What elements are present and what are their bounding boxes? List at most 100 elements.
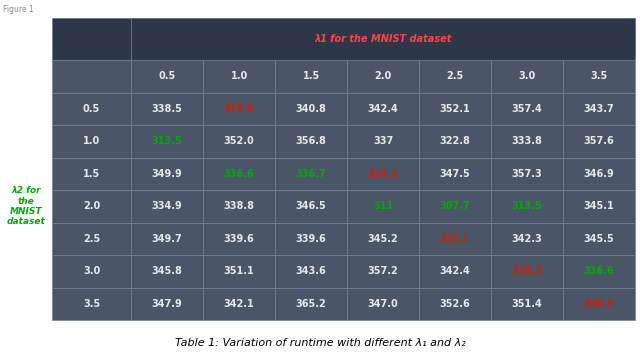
Bar <box>419 158 491 190</box>
Text: 307.7: 307.7 <box>440 201 470 211</box>
Text: 356.8: 356.8 <box>296 136 326 146</box>
Text: 357.3: 357.3 <box>511 169 543 179</box>
Bar <box>203 223 275 255</box>
Text: 345.8: 345.8 <box>152 266 182 276</box>
Bar <box>52 190 131 223</box>
Bar <box>491 18 563 60</box>
Bar <box>563 93 635 125</box>
Text: 357.4: 357.4 <box>511 104 543 114</box>
Text: 349.9: 349.9 <box>152 169 182 179</box>
Text: 343.6: 343.6 <box>296 266 326 276</box>
Text: 2.5: 2.5 <box>447 72 464 82</box>
Text: 339.6: 339.6 <box>224 234 255 244</box>
Bar <box>563 60 635 93</box>
Bar <box>419 125 491 158</box>
Text: 346.9: 346.9 <box>584 169 614 179</box>
Bar <box>491 125 563 158</box>
Text: λ2 for
the
MNIST
dataset: λ2 for the MNIST dataset <box>6 186 45 227</box>
Bar <box>419 287 491 320</box>
Text: 1.5: 1.5 <box>303 72 320 82</box>
Bar <box>491 158 563 190</box>
Bar <box>491 223 563 255</box>
Bar <box>52 60 131 93</box>
Bar <box>563 18 635 60</box>
Bar <box>275 255 347 287</box>
Text: 3.5: 3.5 <box>83 299 100 309</box>
Bar <box>491 287 563 320</box>
Bar <box>203 158 275 190</box>
Bar <box>347 60 419 93</box>
Text: 313.5: 313.5 <box>511 201 543 211</box>
Bar <box>275 125 347 158</box>
Bar <box>131 287 203 320</box>
Bar <box>203 60 275 93</box>
Bar <box>347 190 419 223</box>
Bar <box>52 223 131 255</box>
Bar <box>347 125 419 158</box>
Bar <box>275 60 347 93</box>
Bar <box>491 190 563 223</box>
Text: 336.7: 336.7 <box>296 169 326 179</box>
Text: 338.5: 338.5 <box>584 299 614 309</box>
Bar <box>131 190 203 223</box>
Text: 1.0: 1.0 <box>83 136 100 146</box>
Bar <box>419 18 491 60</box>
Text: 2.0: 2.0 <box>374 72 392 82</box>
Text: 313.5: 313.5 <box>152 136 182 146</box>
Text: 345.1: 345.1 <box>584 201 614 211</box>
Bar <box>347 93 419 125</box>
Text: 357.2: 357.2 <box>368 266 399 276</box>
Bar <box>563 223 635 255</box>
Text: 334.9: 334.9 <box>152 201 182 211</box>
Text: 339.6: 339.6 <box>296 234 326 244</box>
Text: 342.4: 342.4 <box>368 104 399 114</box>
Text: 352.1: 352.1 <box>440 104 470 114</box>
Bar <box>275 18 347 60</box>
Bar <box>491 255 563 287</box>
Bar <box>52 125 131 158</box>
Bar <box>131 93 203 125</box>
Bar <box>563 158 635 190</box>
Text: 352.6: 352.6 <box>440 299 470 309</box>
Text: 331.1: 331.1 <box>440 234 470 244</box>
Text: 0.5: 0.5 <box>83 104 100 114</box>
Text: 342.4: 342.4 <box>440 266 470 276</box>
Text: 343.7: 343.7 <box>584 104 614 114</box>
Bar <box>275 93 347 125</box>
Bar <box>347 158 419 190</box>
Bar <box>419 255 491 287</box>
Bar <box>203 125 275 158</box>
Text: 3.0: 3.0 <box>518 72 536 82</box>
Bar <box>131 125 203 158</box>
Bar <box>52 255 131 287</box>
Text: 311: 311 <box>373 201 393 211</box>
Bar <box>131 18 203 60</box>
Bar <box>203 255 275 287</box>
Text: 340.8: 340.8 <box>296 104 326 114</box>
Text: 357.6: 357.6 <box>584 136 614 146</box>
Text: λ1 for the MNIST dataset: λ1 for the MNIST dataset <box>314 34 452 44</box>
Text: 342.1: 342.1 <box>224 299 255 309</box>
Bar <box>563 125 635 158</box>
Text: Figure 1: Figure 1 <box>3 5 34 14</box>
Bar <box>52 18 131 60</box>
Bar <box>52 158 131 190</box>
Bar <box>203 190 275 223</box>
Bar <box>52 287 131 320</box>
Text: 336.6: 336.6 <box>224 169 255 179</box>
Text: 335.3: 335.3 <box>511 266 543 276</box>
Text: 338.5: 338.5 <box>152 104 182 114</box>
Bar <box>347 223 419 255</box>
Text: 322.8: 322.8 <box>440 136 470 146</box>
Text: 351.4: 351.4 <box>511 299 543 309</box>
Bar <box>419 223 491 255</box>
Text: 347.5: 347.5 <box>440 169 470 179</box>
Text: 325.9: 325.9 <box>224 104 255 114</box>
Bar <box>563 287 635 320</box>
Text: 1.5: 1.5 <box>83 169 100 179</box>
Bar <box>131 158 203 190</box>
Bar <box>131 18 635 60</box>
Text: 345.5: 345.5 <box>584 234 614 244</box>
Bar <box>563 255 635 287</box>
Text: 337: 337 <box>373 136 393 146</box>
